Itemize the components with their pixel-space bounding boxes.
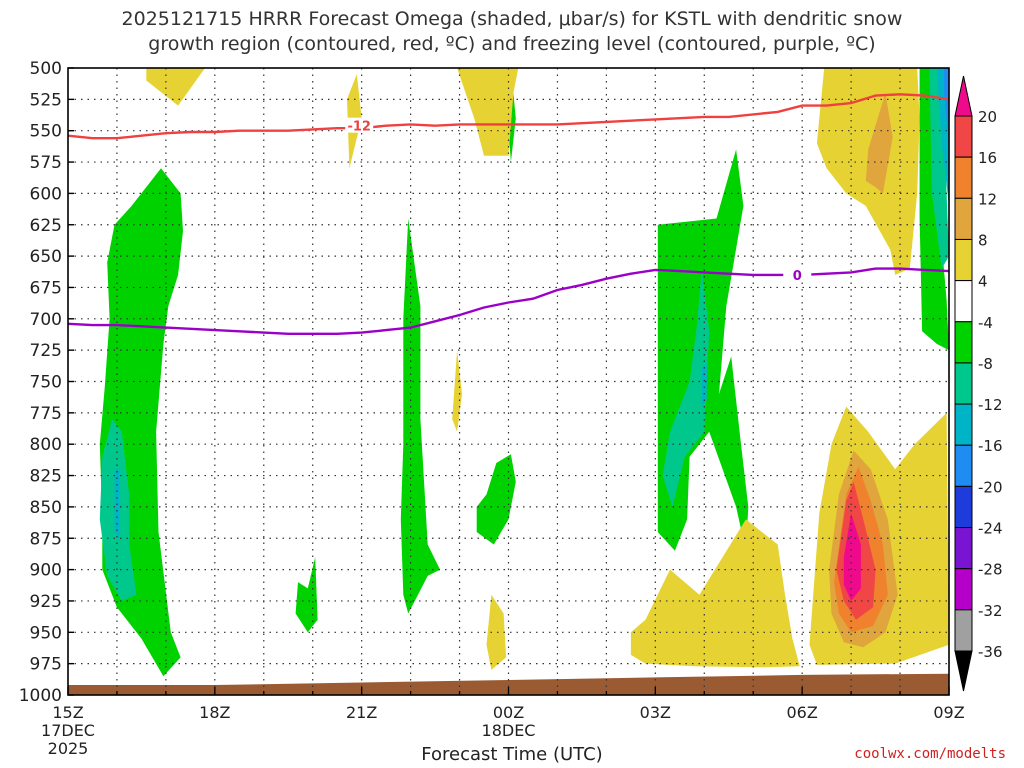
colorbar-segment	[954, 527, 973, 570]
colorbar-label: 20	[978, 108, 997, 126]
colorbar-segment	[954, 238, 973, 282]
omega-region-9	[701, 362, 707, 407]
omega-region-19	[630, 519, 800, 668]
y-tick-label: 500	[30, 59, 62, 79]
colorbar: 20 16 12 8 4 -4 -8 -12 -16 -20 -24 -28 -32 -36	[954, 75, 1003, 692]
y-tick-label: 525	[30, 90, 62, 110]
y-tick-label: 750	[30, 373, 62, 393]
y-tick-label: 950	[30, 623, 62, 643]
omega-region-18	[486, 594, 507, 670]
colorbar-segment	[954, 568, 973, 611]
omega-region-11	[929, 68, 949, 269]
colorbar-label: -36	[978, 643, 1003, 661]
colorbar-segment	[954, 362, 973, 405]
y-tick-label: 900	[30, 561, 62, 581]
colorbar-label: -28	[978, 561, 1003, 579]
terrain-ground	[68, 673, 949, 695]
y-tick-label: 1000	[19, 686, 62, 706]
chart-title-line-2: growth region (contoured, red, ºC) and f…	[148, 33, 876, 55]
colorbar-top-arrow	[954, 75, 973, 117]
colorbar-segment	[954, 403, 973, 446]
x-tick-label: 00Z	[493, 703, 524, 722]
omega-region-22	[865, 93, 893, 194]
y-tick-label: 550	[30, 122, 62, 142]
y-tick-label: 700	[30, 310, 62, 330]
y-tick-label: 975	[30, 655, 62, 675]
x-tick-label: 18Z	[199, 703, 230, 722]
colorbar-bottom-arrow	[954, 650, 973, 692]
colorbar-label: 8	[978, 231, 988, 249]
x-tick-label: 21Z	[346, 703, 377, 722]
colorbar-segment	[954, 115, 973, 158]
x-tick-date-label: 17DEC	[41, 721, 95, 740]
colorbar-segment	[954, 156, 973, 199]
omega-region-4	[400, 218, 440, 614]
omega-region-13	[944, 68, 949, 144]
colorbar-label: 12	[978, 190, 997, 208]
y-tick-label: 625	[30, 216, 62, 236]
axes: 500 525 550 575 600 625 650 675 700 725 750 775 800 8…	[19, 59, 965, 758]
contour-label-dendritic-growth-minus12: -12	[347, 120, 371, 135]
colorbar-label: -16	[978, 437, 1003, 455]
colorbar-segment	[954, 321, 973, 364]
y-tick-label: 775	[30, 404, 62, 424]
y-tick-label: 650	[30, 247, 62, 267]
omega-region-8	[662, 268, 710, 507]
contour-dendritic-growth-minus12	[68, 93, 949, 140]
colorbar-segment	[954, 444, 973, 487]
colorbar-label: -20	[978, 478, 1003, 496]
omega-region-5	[476, 454, 516, 545]
chart-title-line-1: 2025121715 HRRR Forecast Omega (shaded, …	[121, 8, 903, 30]
colorbar-segment	[954, 197, 973, 240]
x-tick-year-label: 2025	[48, 739, 89, 758]
omega-region-26	[843, 513, 861, 601]
omega-shading	[99, 68, 949, 677]
y-tick-label: 800	[30, 435, 62, 455]
x-tick-label: 09Z	[933, 703, 964, 722]
y-tick-label: 600	[30, 184, 62, 204]
colorbar-label: -12	[978, 396, 1003, 414]
omega-region-14	[146, 68, 205, 106]
colorbar-label: 16	[978, 149, 997, 167]
temperature-contours: -12 0	[68, 93, 949, 335]
colorbar-segment	[954, 609, 973, 652]
ground-surface	[68, 673, 949, 695]
x-tick-label: 06Z	[787, 703, 818, 722]
colorbar-label: -32	[978, 602, 1003, 620]
y-tick-label: 575	[30, 153, 62, 173]
contour-freezing-level-0	[68, 267, 949, 335]
contour-label-bg-dendritic-growth-minus12	[345, 117, 374, 133]
colorbar-label: -24	[978, 520, 1003, 538]
x-tick-label: 03Z	[640, 703, 671, 722]
colorbar-label: -8	[978, 355, 993, 373]
x-tick-label: 15Z	[52, 703, 83, 722]
y-tick-label: 875	[30, 529, 62, 549]
y-tick-label: 850	[30, 498, 62, 518]
y-tick-label: 675	[30, 278, 62, 298]
colorbar-label: 4	[978, 273, 988, 291]
omega-region-17	[452, 350, 462, 432]
colorbar-segment	[954, 280, 973, 323]
contour-label-bg-freezing-level-0	[783, 266, 812, 282]
omega-region-3	[295, 557, 318, 633]
y-tick-label: 825	[30, 467, 62, 487]
gridlines	[68, 68, 949, 695]
omega-region-16	[457, 68, 519, 156]
colorbar-segment	[954, 485, 973, 529]
contour-label-freezing-level-0: 0	[793, 269, 802, 284]
x-tick-date-label: 18DEC	[482, 721, 536, 740]
colorbar-label: -4	[978, 314, 993, 332]
y-tick-label: 925	[30, 592, 62, 612]
x-axis-title: Forecast Time (UTC)	[421, 744, 603, 765]
watermark-url[interactable]: coolwx.com/modelts	[854, 746, 1006, 762]
y-tick-label: 725	[30, 341, 62, 361]
